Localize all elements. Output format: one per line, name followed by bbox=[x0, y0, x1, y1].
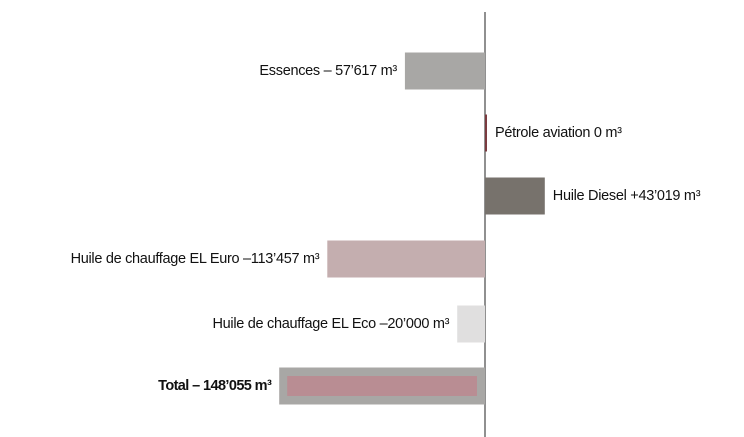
bar-label: Essences – 57’617 m³ bbox=[259, 63, 397, 79]
bar-label: Total – 148’055 m³ bbox=[158, 378, 272, 394]
category-label: Pétrole aviation bbox=[495, 125, 590, 141]
bar-label: Huile de chauffage EL Euro –113’457 m³ bbox=[71, 251, 320, 267]
category-label: Essences bbox=[259, 63, 320, 79]
bar bbox=[404, 52, 485, 90]
value-label: – 57’617 m³ bbox=[324, 63, 398, 79]
bar-label: Huile de chauffage EL Eco –20’000 m³ bbox=[213, 316, 450, 332]
category-label: Total bbox=[158, 378, 189, 394]
bar bbox=[457, 305, 485, 343]
value-label: – 148’055 m³ bbox=[192, 378, 272, 394]
category-label: Huile de chauffage EL Euro bbox=[71, 251, 240, 267]
bar bbox=[485, 177, 545, 215]
value-label: +43’019 m³ bbox=[630, 188, 700, 204]
bar-label: Huile Diesel +43’019 m³ bbox=[553, 188, 701, 204]
category-label: Huile Diesel bbox=[553, 188, 627, 204]
value-label: 0 m³ bbox=[594, 125, 622, 141]
bar bbox=[287, 376, 477, 396]
value-label: –20’000 m³ bbox=[380, 316, 450, 332]
bar-label: Pétrole aviation 0 m³ bbox=[495, 125, 622, 141]
bar bbox=[327, 240, 485, 278]
category-label: Huile de chauffage EL Eco bbox=[213, 316, 377, 332]
bar bbox=[485, 114, 487, 152]
value-label: –113’457 m³ bbox=[243, 251, 320, 267]
